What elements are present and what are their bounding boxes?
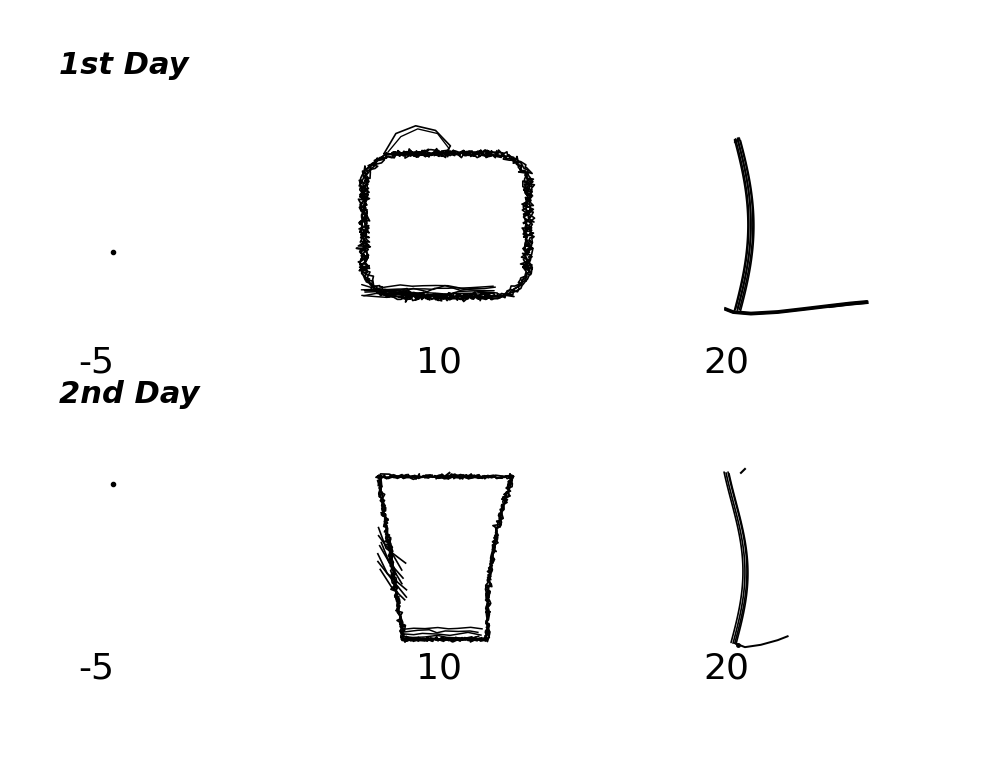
Text: 10: 10 bbox=[416, 345, 462, 379]
Text: 20: 20 bbox=[703, 651, 749, 685]
Text: 20: 20 bbox=[703, 345, 749, 379]
Text: -5: -5 bbox=[79, 651, 115, 685]
Text: -5: -5 bbox=[79, 345, 115, 379]
Text: 2nd Day: 2nd Day bbox=[59, 380, 199, 410]
Text: 1st Day: 1st Day bbox=[59, 51, 188, 80]
Text: 10: 10 bbox=[416, 651, 462, 685]
